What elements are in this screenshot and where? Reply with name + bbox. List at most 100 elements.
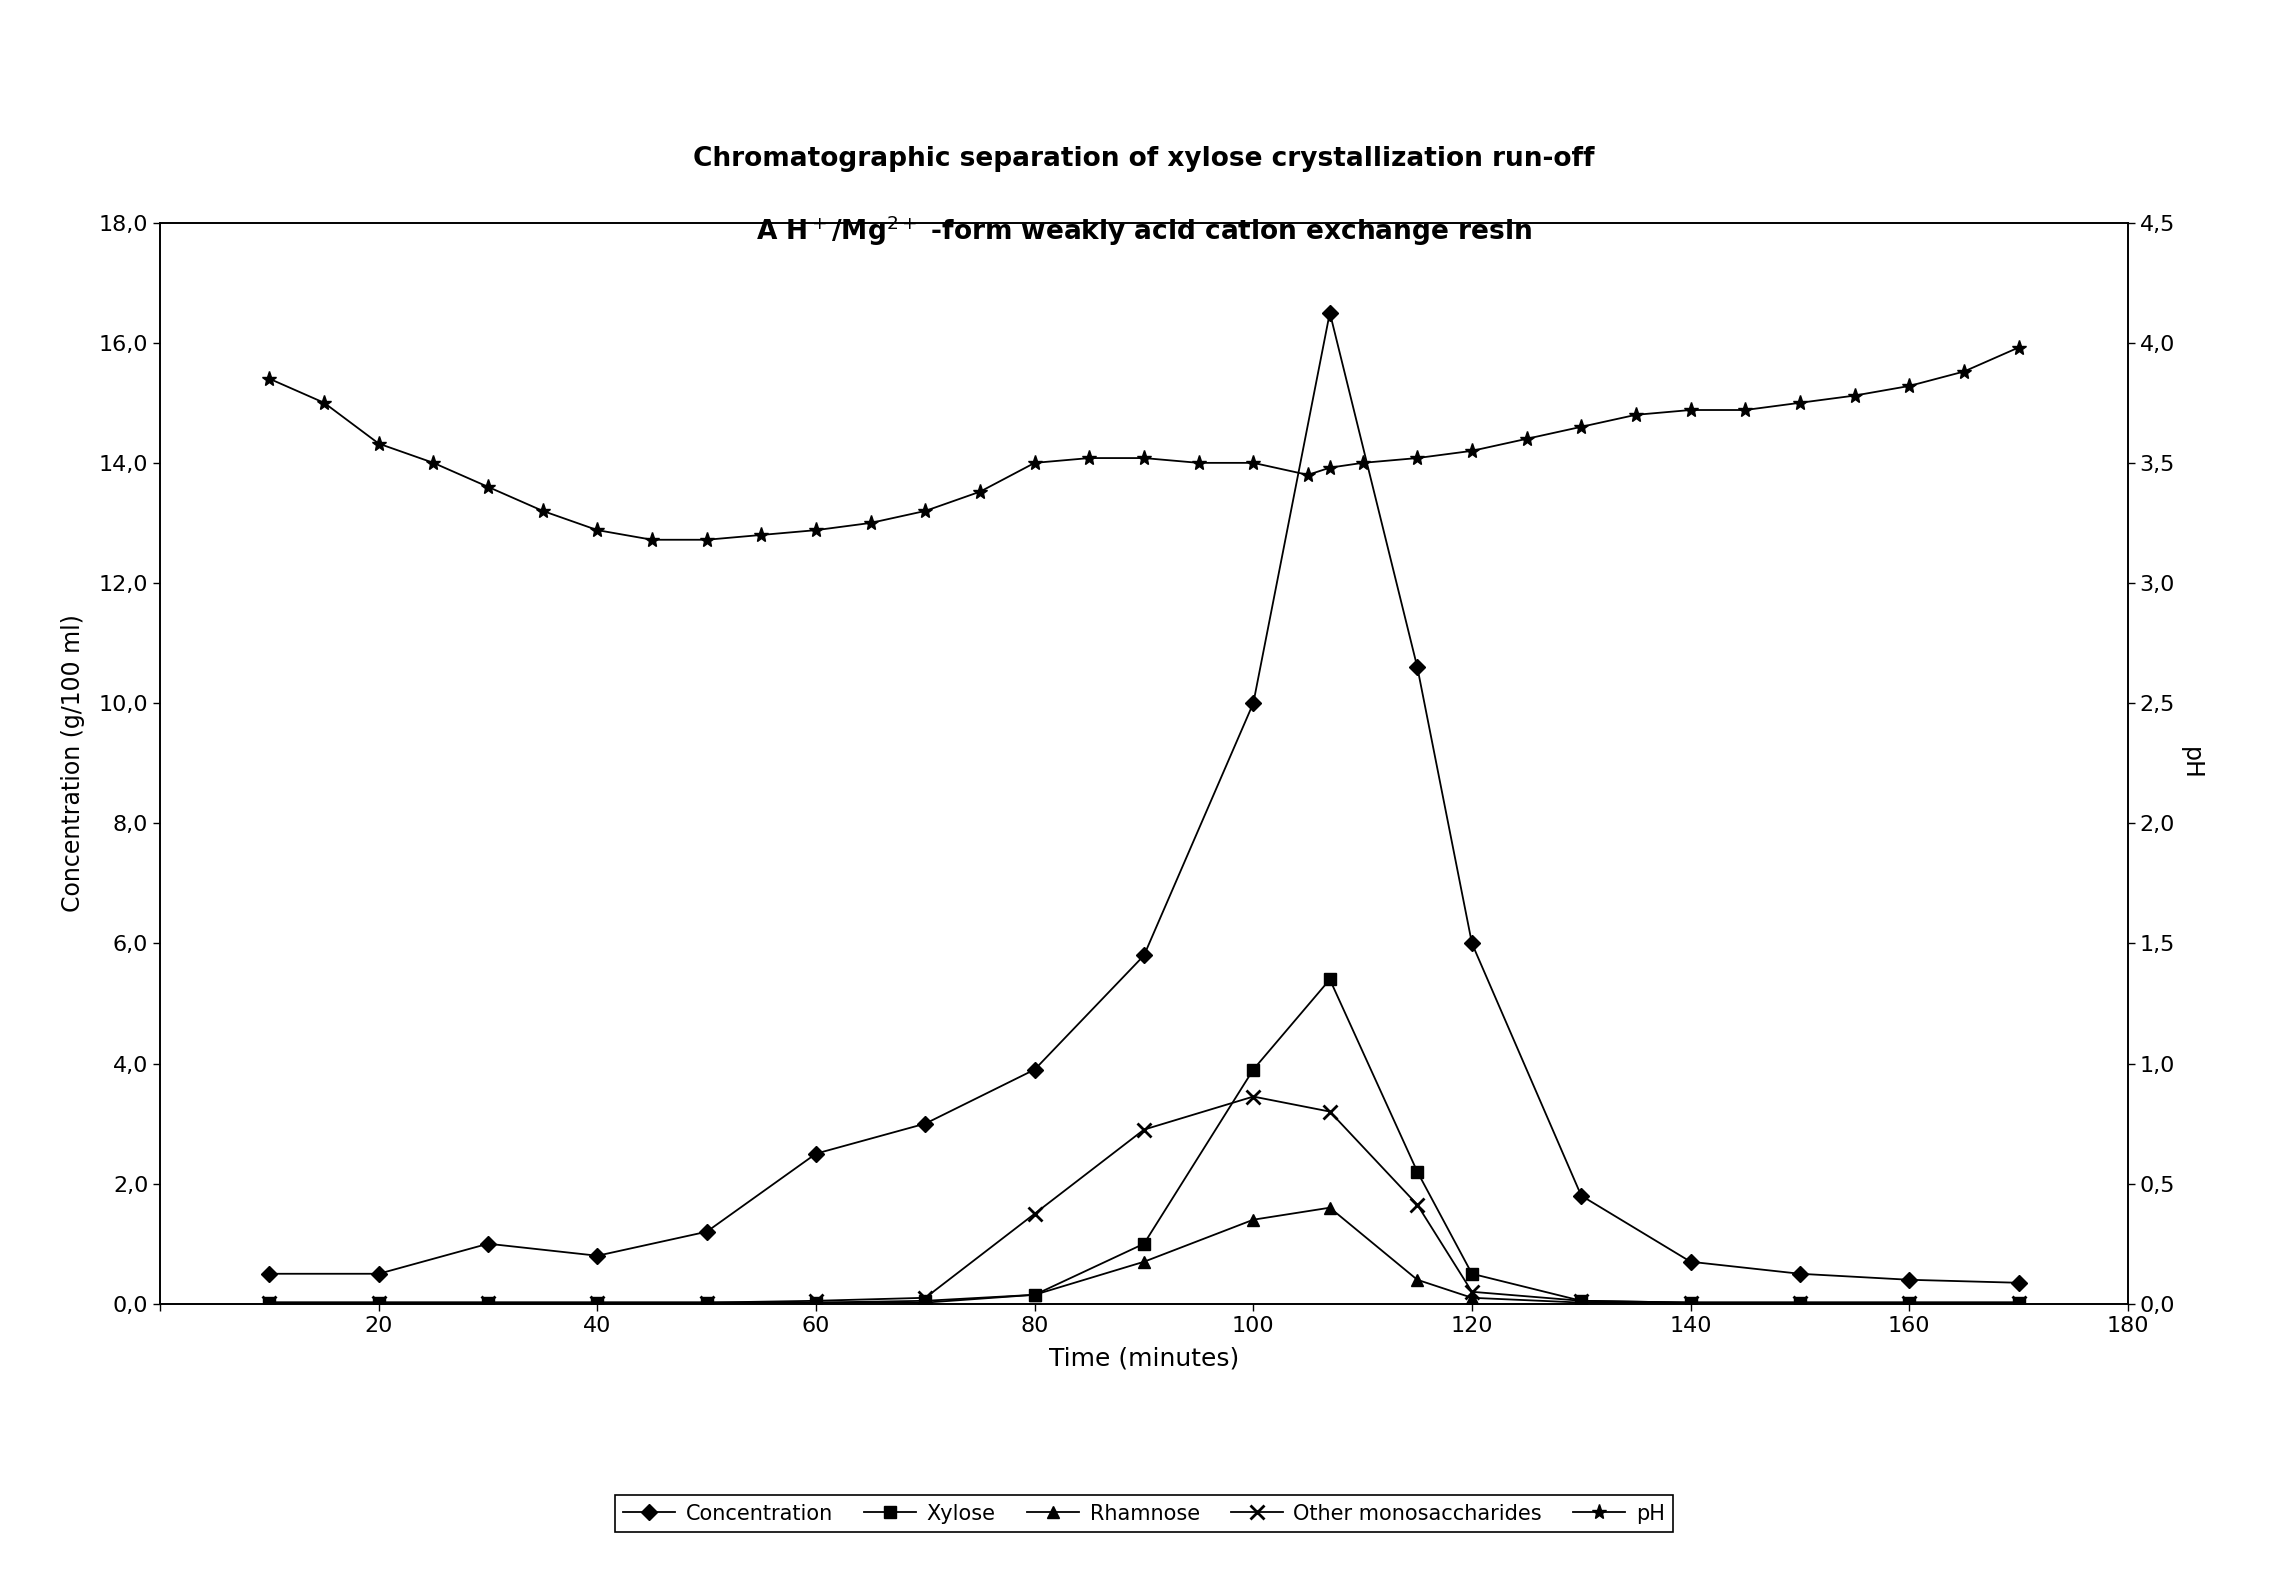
Rhamnose bbox=[1677, 1293, 1705, 1312]
Xylose bbox=[1316, 970, 1343, 989]
pH bbox=[1240, 453, 1268, 472]
Concentration bbox=[803, 1145, 831, 1164]
Xylose bbox=[474, 1293, 501, 1312]
Rhamnose bbox=[693, 1293, 721, 1312]
Rhamnose bbox=[1787, 1293, 1814, 1312]
Other monosaccharides bbox=[366, 1293, 394, 1312]
Other monosaccharides bbox=[1894, 1293, 1922, 1312]
Concentration bbox=[1020, 1061, 1048, 1080]
Other monosaccharides bbox=[1316, 1102, 1343, 1121]
Text: A H$^+$/Mg$^{2+}$ -form weakly acid cation exchange resin: A H$^+$/Mg$^{2+}$ -form weakly acid cati… bbox=[755, 213, 1533, 248]
pH bbox=[1949, 363, 1977, 382]
Y-axis label: Concentration (g/100 ml): Concentration (g/100 ml) bbox=[62, 614, 85, 913]
pH bbox=[419, 453, 446, 472]
Other monosaccharides bbox=[803, 1291, 831, 1310]
Xylose bbox=[1020, 1285, 1048, 1304]
Other monosaccharides bbox=[1567, 1291, 1595, 1310]
Concentration bbox=[1787, 1264, 1814, 1283]
Legend: Concentration, Xylose, Rhamnose, Other monosaccharides, pH: Concentration, Xylose, Rhamnose, Other m… bbox=[615, 1495, 1673, 1531]
Other monosaccharides bbox=[693, 1293, 721, 1312]
pH bbox=[474, 477, 501, 496]
Xylose bbox=[693, 1293, 721, 1312]
Rhamnose bbox=[583, 1293, 611, 1312]
pH bbox=[1512, 429, 1540, 448]
pH bbox=[311, 393, 339, 412]
pH bbox=[1677, 401, 1705, 420]
Concentration bbox=[366, 1264, 394, 1283]
Rhamnose bbox=[1894, 1293, 1922, 1312]
Xylose bbox=[1457, 1264, 1485, 1283]
Xylose bbox=[1567, 1291, 1595, 1310]
Xylose bbox=[1130, 1234, 1158, 1253]
Other monosaccharides bbox=[911, 1288, 938, 1307]
pH bbox=[1350, 453, 1377, 472]
pH bbox=[1732, 401, 1759, 420]
Rhamnose bbox=[1457, 1288, 1485, 1307]
pH bbox=[583, 520, 611, 539]
pH bbox=[1622, 405, 1650, 425]
Xylose bbox=[803, 1293, 831, 1312]
Other monosaccharides bbox=[1403, 1196, 1430, 1215]
Line: Concentration: Concentration bbox=[263, 307, 2025, 1288]
Other monosaccharides bbox=[1130, 1119, 1158, 1138]
Rhamnose bbox=[911, 1293, 938, 1312]
pH bbox=[858, 514, 885, 533]
Text: Chromatographic separation of xylose crystallization run-off: Chromatographic separation of xylose cry… bbox=[693, 146, 1595, 172]
pH bbox=[1295, 466, 1322, 485]
Rhamnose bbox=[474, 1293, 501, 1312]
Xylose bbox=[1403, 1162, 1430, 1181]
Xylose bbox=[366, 1293, 394, 1312]
Xylose bbox=[1240, 1061, 1268, 1080]
pH bbox=[1787, 393, 1814, 412]
Xylose bbox=[1894, 1293, 1922, 1312]
Rhamnose bbox=[1240, 1210, 1268, 1229]
Line: Rhamnose: Rhamnose bbox=[263, 1202, 2025, 1309]
Concentration bbox=[1316, 304, 1343, 323]
Rhamnose bbox=[2004, 1293, 2032, 1312]
Line: Other monosaccharides: Other monosaccharides bbox=[263, 1089, 2025, 1310]
pH bbox=[1185, 453, 1213, 472]
Concentration bbox=[1403, 658, 1430, 677]
Rhamnose bbox=[1567, 1293, 1595, 1312]
Other monosaccharides bbox=[1240, 1088, 1268, 1107]
pH bbox=[1894, 377, 1922, 396]
Concentration bbox=[911, 1115, 938, 1134]
Line: pH: pH bbox=[261, 340, 2027, 547]
Rhamnose bbox=[256, 1293, 284, 1312]
Xylose bbox=[1787, 1293, 1814, 1312]
Rhamnose bbox=[366, 1293, 394, 1312]
Xylose bbox=[2004, 1293, 2032, 1312]
Other monosaccharides bbox=[474, 1293, 501, 1312]
Concentration bbox=[1567, 1186, 1595, 1205]
pH bbox=[803, 520, 831, 539]
Concentration bbox=[256, 1264, 284, 1283]
pH bbox=[966, 482, 993, 501]
Other monosaccharides bbox=[1787, 1293, 1814, 1312]
Other monosaccharides bbox=[2004, 1293, 2032, 1312]
pH bbox=[748, 525, 776, 544]
Xylose bbox=[1677, 1293, 1705, 1312]
pH bbox=[1457, 442, 1485, 461]
pH bbox=[1316, 458, 1343, 477]
pH bbox=[529, 501, 556, 520]
pH bbox=[1842, 386, 1869, 405]
pH bbox=[1020, 453, 1048, 472]
pH bbox=[366, 434, 394, 453]
Xylose bbox=[583, 1293, 611, 1312]
Other monosaccharides bbox=[1457, 1282, 1485, 1301]
Concentration bbox=[1130, 946, 1158, 965]
Other monosaccharides bbox=[583, 1293, 611, 1312]
pH bbox=[1075, 448, 1103, 467]
pH bbox=[256, 369, 284, 388]
pH bbox=[1130, 448, 1158, 467]
Other monosaccharides bbox=[256, 1293, 284, 1312]
Rhamnose bbox=[1020, 1285, 1048, 1304]
Other monosaccharides bbox=[1677, 1293, 1705, 1312]
pH bbox=[693, 529, 721, 549]
Concentration bbox=[1677, 1253, 1705, 1272]
Rhamnose bbox=[1130, 1253, 1158, 1272]
Concentration bbox=[1457, 933, 1485, 952]
Other monosaccharides bbox=[1020, 1204, 1048, 1223]
Concentration bbox=[2004, 1274, 2032, 1293]
Xylose bbox=[911, 1291, 938, 1310]
